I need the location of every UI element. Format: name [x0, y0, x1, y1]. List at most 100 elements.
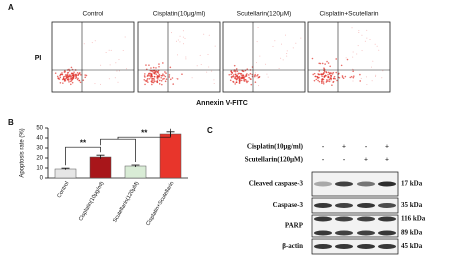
treatment-sign: +	[385, 156, 389, 164]
cell-dot	[164, 80, 167, 83]
cell-dot	[150, 67, 152, 69]
cell-dot	[286, 55, 288, 57]
cell-dot	[359, 80, 362, 82]
cell-dot	[150, 80, 153, 83]
cell-dot	[118, 59, 120, 61]
cell-dot	[148, 74, 150, 77]
cell-dot	[300, 37, 302, 39]
cell-dot	[158, 83, 161, 85]
cell-dot	[82, 79, 85, 82]
cell-dot	[229, 79, 232, 82]
blot-band	[335, 244, 353, 249]
cell-dot	[321, 81, 323, 83]
cell-dot	[281, 43, 283, 45]
cell-dot	[322, 81, 325, 83]
cell-dot	[61, 73, 63, 76]
cell-dot	[230, 73, 232, 76]
cell-dot	[233, 70, 235, 72]
cell-dot	[316, 75, 318, 78]
cell-dot	[320, 79, 323, 81]
plot-title: Scutellarin(120μM)	[237, 11, 292, 18]
blot-box	[311, 238, 399, 255]
cell-dot	[242, 74, 244, 77]
cell-dot	[163, 74, 165, 77]
cell-dot	[342, 77, 345, 80]
cell-dot	[64, 75, 66, 78]
cell-dot	[365, 76, 367, 78]
cell-dot	[162, 78, 164, 80]
cell-dot	[315, 78, 318, 81]
panel-label: C	[207, 126, 213, 135]
cell-dot	[245, 78, 247, 81]
cell-dot	[72, 75, 75, 77]
cell-dot	[353, 75, 355, 77]
blot-band	[335, 181, 353, 187]
cell-dot	[286, 52, 288, 54]
cell-dot	[161, 83, 163, 86]
cell-dot	[153, 78, 155, 80]
cell-dot	[357, 45, 359, 47]
cell-dot	[144, 83, 146, 86]
blot-band	[357, 216, 375, 222]
cell-dot	[376, 45, 378, 47]
cell-dot	[208, 66, 210, 68]
cell-dot	[350, 75, 353, 78]
cell-dot	[272, 45, 274, 47]
cell-dot	[236, 70, 239, 73]
cell-dot	[203, 33, 205, 35]
cell-dot	[156, 77, 158, 79]
treatment-sign: -	[322, 143, 325, 151]
cell-dot	[67, 77, 69, 79]
cell-dot	[214, 45, 216, 47]
blot-band	[378, 203, 396, 208]
cell-dot	[208, 34, 210, 36]
cell-dot	[110, 49, 112, 51]
treatment-sign: +	[342, 143, 346, 151]
cell-dot	[335, 58, 338, 60]
cell-dot	[319, 62, 322, 65]
cell-dot	[341, 75, 344, 77]
cell-dot	[382, 70, 384, 72]
cell-dot	[182, 36, 184, 38]
cell-dot	[278, 67, 280, 69]
error-bar	[61, 167, 70, 170]
cell-dot	[149, 72, 151, 75]
cell-dot	[184, 37, 186, 39]
cell-dot	[162, 73, 164, 75]
cell-dot	[207, 53, 209, 55]
cell-dot	[292, 47, 294, 49]
cell-dot	[341, 76, 344, 78]
cell-dot	[326, 79, 328, 81]
cell-dot	[172, 83, 175, 85]
cell-dot	[66, 74, 69, 76]
y-tick-label: 30	[36, 146, 43, 152]
cell-dot	[282, 59, 284, 61]
cell-dot	[64, 70, 66, 73]
cell-dot	[64, 74, 67, 76]
significance-bracket	[100, 128, 171, 162]
cell-dot	[232, 74, 235, 76]
cell-dot	[321, 82, 323, 84]
cell-dot	[169, 66, 172, 69]
blot-band	[378, 181, 396, 187]
cell-dot	[75, 74, 78, 77]
cell-dot	[152, 81, 155, 84]
band-size: 17 kDa	[401, 180, 423, 188]
x-axis-label: Annexin V-FITC	[196, 100, 248, 107]
cell-dot	[147, 81, 149, 83]
cell-dot	[330, 78, 332, 81]
cell-dot	[71, 72, 73, 75]
blot-label: Caspase-3	[273, 201, 304, 209]
cell-dot	[325, 71, 328, 73]
cell-dot	[336, 79, 338, 82]
cell-dot	[175, 78, 177, 80]
cell-dot	[254, 81, 257, 83]
cell-dot	[247, 80, 249, 83]
cell-dot	[59, 73, 62, 76]
cell-dot	[150, 77, 152, 79]
band-size: 45 kDa	[401, 242, 423, 250]
cell-dot	[360, 77, 362, 79]
cell-dot	[256, 41, 258, 43]
cell-dot	[145, 80, 148, 83]
cell-dot	[274, 40, 276, 42]
